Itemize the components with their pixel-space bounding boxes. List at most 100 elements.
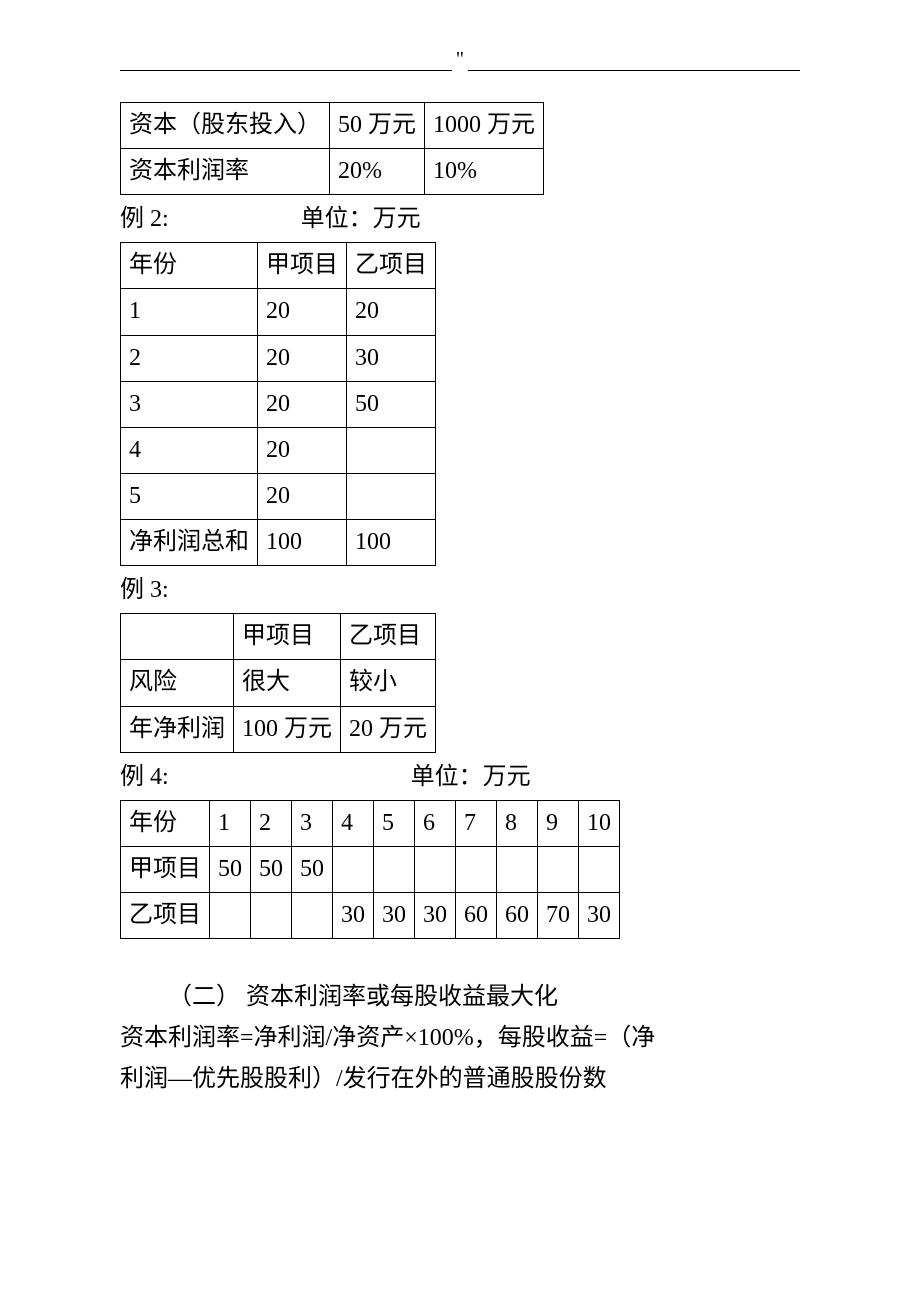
table-row: 资本利润率 20% 10% (121, 149, 544, 195)
column-header: 甲项目 (234, 614, 341, 660)
cell: 较小 (341, 660, 436, 706)
example-2-label: 例 2: (120, 206, 169, 232)
cell: 20 万元 (341, 706, 436, 752)
cell (374, 846, 415, 892)
section-heading: （二） 资本利润率或每股收益最大化 (120, 977, 800, 1018)
cell: 3 (121, 381, 258, 427)
example-3-label: 例 3: (120, 570, 800, 611)
example-4-unit: 单位：万元 (411, 764, 531, 790)
table-example-3: 甲项目 乙项目 风险 很大 较小 年净利润 100 万元 20 万元 (120, 613, 436, 753)
cell: 20% (330, 149, 425, 195)
example-2-unit: 单位：万元 (301, 206, 421, 232)
column-header: 9 (538, 800, 579, 846)
table-row: 净利润总和 100 100 (121, 520, 436, 566)
column-header: 甲项目 (258, 243, 347, 289)
cell: 50 万元 (330, 103, 425, 149)
section-two: （二） 资本利润率或每股收益最大化 资本利润率=净利润/净资产×100%，每股收… (120, 977, 800, 1099)
column-header: 8 (497, 800, 538, 846)
table-row: 年份 1 2 3 4 5 6 7 8 9 10 (121, 800, 620, 846)
cell: 10% (425, 149, 544, 195)
cell: 50 (347, 381, 436, 427)
table-row: 乙项目 30 30 30 60 60 70 30 (121, 893, 620, 939)
cell (497, 846, 538, 892)
cell: 30 (579, 893, 620, 939)
table-row: 年份 甲项目 乙项目 (121, 243, 436, 289)
cell: 50 (210, 846, 251, 892)
cell: 20 (258, 474, 347, 520)
cell (415, 846, 456, 892)
cell: 风险 (121, 660, 234, 706)
example-4-label: 例 4: (120, 764, 169, 790)
table-example-2: 年份 甲项目 乙项目 1 20 20 2 20 30 3 20 50 4 20 (120, 242, 436, 566)
column-header: 年份 (121, 243, 258, 289)
column-header (121, 614, 234, 660)
heading-text: （二） 资本利润率或每股收益最大化 (168, 984, 558, 1010)
cell: 70 (538, 893, 579, 939)
cell: 乙项目 (121, 893, 210, 939)
column-header: 乙项目 (347, 243, 436, 289)
table-row: 2 20 30 (121, 335, 436, 381)
cell: 30 (333, 893, 374, 939)
cell (579, 846, 620, 892)
cell: 20 (258, 381, 347, 427)
column-header: 乙项目 (341, 614, 436, 660)
cell: 100 (347, 520, 436, 566)
cell: 4 (121, 427, 258, 473)
cell: 20 (258, 427, 347, 473)
cell: 2 (121, 335, 258, 381)
cell: 1000 万元 (425, 103, 544, 149)
table-row: 资本（股东投入） 50 万元 1000 万元 (121, 103, 544, 149)
cell: 30 (415, 893, 456, 939)
cell: 100 (258, 520, 347, 566)
column-header: 4 (333, 800, 374, 846)
table-row: 风险 很大 较小 (121, 660, 436, 706)
table-example-4: 年份 1 2 3 4 5 6 7 8 9 10 甲项目 50 50 50 (120, 800, 620, 940)
cell: 年净利润 (121, 706, 234, 752)
column-header: 10 (579, 800, 620, 846)
table-row: 甲项目 50 50 50 (121, 846, 620, 892)
table-row: 甲项目 乙项目 (121, 614, 436, 660)
column-header: 7 (456, 800, 497, 846)
cell (347, 427, 436, 473)
cell (347, 474, 436, 520)
cell: 30 (347, 335, 436, 381)
cell: 20 (347, 289, 436, 335)
table-row: 5 20 (121, 474, 436, 520)
column-header: 2 (251, 800, 292, 846)
example-2-label-line: 例 2: 单位：万元 (120, 199, 800, 240)
cell: 60 (497, 893, 538, 939)
column-header: 3 (292, 800, 333, 846)
cell (538, 846, 579, 892)
example-4-label-line: 例 4: 单位：万元 (120, 757, 800, 798)
cell: 1 (121, 289, 258, 335)
cell (456, 846, 497, 892)
cell (333, 846, 374, 892)
table-capital: 资本（股东投入） 50 万元 1000 万元 资本利润率 20% 10% (120, 102, 544, 195)
column-header: 5 (374, 800, 415, 846)
cell (251, 893, 292, 939)
cell: 50 (292, 846, 333, 892)
column-header: 年份 (121, 800, 210, 846)
cell: 很大 (234, 660, 341, 706)
cell: 100 万元 (234, 706, 341, 752)
body-line-1: 资本利润率=净利润/净资产×100%，每股收益=（净 (120, 1018, 800, 1059)
cell: 50 (251, 846, 292, 892)
cell: 20 (258, 289, 347, 335)
cell (210, 893, 251, 939)
column-header: 1 (210, 800, 251, 846)
table-row: 4 20 (121, 427, 436, 473)
cell: 5 (121, 474, 258, 520)
cell: 资本（股东投入） (121, 103, 330, 149)
column-header: 6 (415, 800, 456, 846)
table-row: 3 20 50 (121, 381, 436, 427)
table-row: 年净利润 100 万元 20 万元 (121, 706, 436, 752)
cell: 30 (374, 893, 415, 939)
cell: 资本利润率 (121, 149, 330, 195)
body-line-2: 利润—优先股股利）/发行在外的普通股股份数 (120, 1059, 800, 1100)
cell: 60 (456, 893, 497, 939)
header-quote: " (452, 48, 468, 71)
cell: 净利润总和 (121, 520, 258, 566)
cell: 甲项目 (121, 846, 210, 892)
cell (292, 893, 333, 939)
table-row: 1 20 20 (121, 289, 436, 335)
